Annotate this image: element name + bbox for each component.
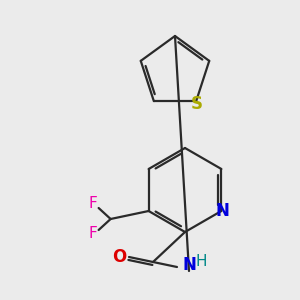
Text: N: N [182, 256, 196, 274]
Text: S: S [191, 95, 203, 113]
Text: F: F [88, 226, 97, 242]
Text: H: H [195, 254, 207, 268]
Text: N: N [215, 202, 229, 220]
Text: F: F [88, 196, 97, 211]
Text: O: O [112, 248, 126, 266]
